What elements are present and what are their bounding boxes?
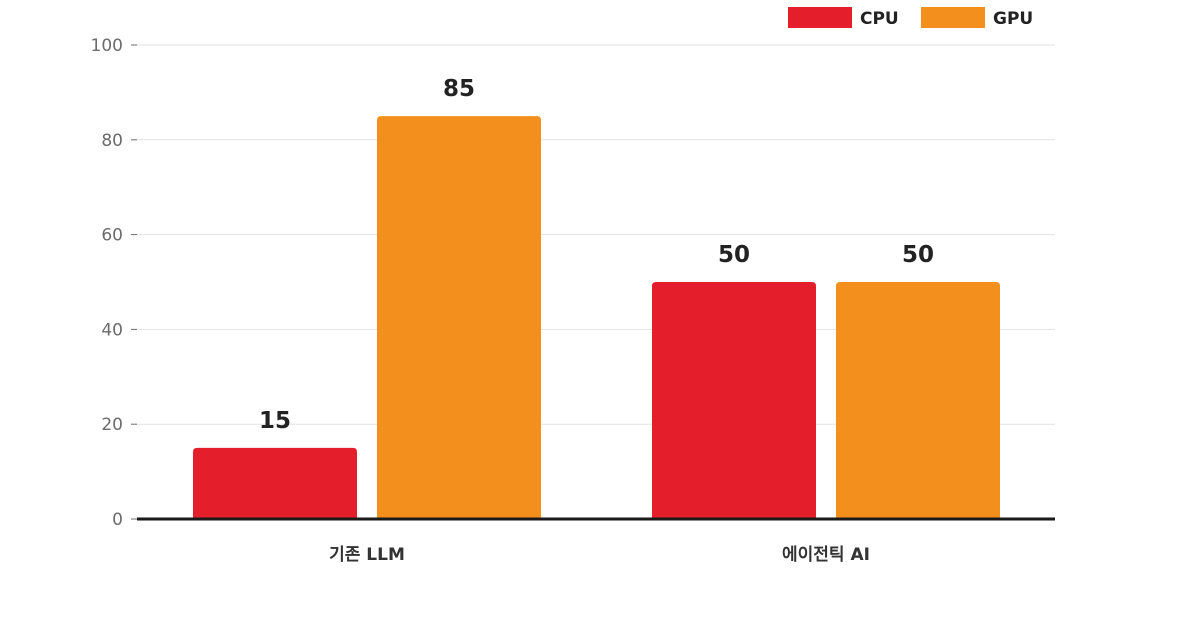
y-tick-label-60: 60 (101, 226, 123, 246)
bar-gpu-1 (836, 282, 1000, 519)
y-tick-label-0: 0 (112, 510, 123, 530)
y-tick-label-100: 100 (91, 36, 123, 56)
data-labels: 15 85 50 50 (259, 76, 934, 434)
y-tick-label-40: 40 (101, 320, 123, 340)
data-label-gpu-1: 50 (902, 242, 934, 268)
bar-gpu-0 (377, 116, 541, 519)
bars (193, 116, 1000, 519)
y-tick-label-80: 80 (101, 131, 123, 151)
legend-swatch-gpu (921, 7, 985, 28)
bar-cpu-0 (193, 447, 357, 519)
x-category-label-0: 기존 LLM (329, 545, 405, 565)
data-label-cpu-0: 15 (259, 408, 291, 434)
x-axis: 기존 LLM 에이전틱 AI (137, 517, 1055, 565)
legend-swatch-cpu (788, 7, 852, 28)
data-label-cpu-1: 50 (718, 242, 750, 268)
bar-cpu-1 (652, 282, 816, 519)
legend-label-cpu: CPU (860, 9, 899, 29)
legend: CPU GPU (788, 7, 1033, 29)
legend-label-gpu: GPU (993, 9, 1033, 29)
y-tick-label-20: 20 (101, 415, 123, 435)
y-axis: 0 20 40 60 80 100 (91, 36, 137, 530)
data-label-gpu-0: 85 (443, 76, 475, 102)
x-category-label-1: 에이전틱 AI (782, 545, 870, 565)
